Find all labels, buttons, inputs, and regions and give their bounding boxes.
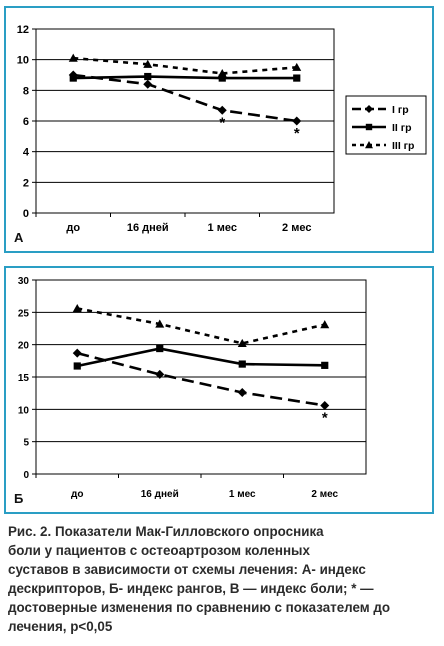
data-point (218, 74, 226, 82)
chart-panel-a: 0 2 4 6 8 10 12 до 16 дней 1 мес 2 мес * * I гр II гр I… (4, 6, 434, 253)
y-tick-label: 10 (18, 405, 30, 416)
caption-line: лечения, p<0,05 (8, 619, 113, 634)
chart-a: 0 2 4 6 8 10 12 до 16 дней 1 мес 2 мес * * I гр II гр I… (17, 24, 427, 234)
data-point (73, 362, 81, 370)
x-tick-label: до (66, 222, 80, 234)
y-tick-label: 2 (23, 177, 29, 189)
data-point (293, 74, 301, 82)
y-tick-label: 15 (18, 373, 30, 384)
data-point (217, 68, 227, 78)
x-tick-label: до (71, 489, 83, 500)
series-line (77, 307, 326, 345)
x-tick-label: 1 мес (229, 489, 256, 500)
data-point (72, 348, 82, 358)
data-point (321, 361, 329, 369)
data-point (156, 344, 164, 353)
data-point (143, 79, 153, 89)
data-point (217, 105, 227, 115)
significance-marker: * (294, 125, 300, 142)
legend-marker (365, 105, 373, 113)
panel-letter-a: А (14, 230, 24, 245)
data-point (292, 116, 302, 126)
caption-line: дескрипторов, Б- индекс рангов, В — инде… (8, 581, 374, 596)
caption-line: боли у пациентов с остеоартрозом коленны… (8, 543, 310, 558)
x-tick-label: 2 мес (282, 222, 311, 234)
figure-caption: Рис. 2. Показатели Мак-Гилловского опрос… (8, 522, 438, 636)
data-point (320, 320, 330, 329)
chart-b: 0 5 10 15 20 25 30 до 16 дней 1 мес 2 мес * (18, 276, 367, 500)
caption-line: достоверные изменения по сравнению с пок… (8, 600, 391, 615)
chart-panel-b: 0 5 10 15 20 25 30 до 16 дней 1 мес 2 мес * Б (4, 266, 434, 514)
data-point (155, 319, 165, 328)
y-tick-label: 30 (18, 276, 30, 287)
y-tick-label: 5 (23, 438, 29, 449)
y-tick-label: 25 (18, 308, 30, 319)
caption-line: Рис. 2. Показатели Мак-Гилловского опрос… (8, 524, 324, 539)
legend-label: II гр (392, 122, 412, 134)
significance-marker: * (219, 114, 225, 131)
y-tick-label: 20 (18, 341, 30, 352)
series-line (76, 351, 325, 407)
y-tick-label: 0 (23, 208, 29, 220)
caption-line: суставов в зависимости от схемы лечения:… (8, 562, 366, 577)
legend-label: I гр (392, 104, 409, 116)
y-tick-label: 4 (23, 147, 30, 159)
x-tick-label: 16 дней (141, 489, 179, 500)
x-tick-label: 1 мес (208, 222, 237, 234)
data-point (69, 74, 77, 82)
series-line (73, 73, 297, 123)
data-point (68, 53, 78, 62)
x-tick-label: 2 мес (311, 489, 338, 500)
y-tick-label: 0 (23, 470, 29, 481)
data-point (144, 72, 152, 81)
legend-marker (365, 141, 373, 149)
panel-letter-b: Б (14, 491, 24, 506)
x-tick-label: 16 дней (127, 222, 169, 234)
series-line (73, 56, 297, 75)
legend-label: III гр (392, 140, 414, 152)
data-point (320, 400, 330, 410)
data-point (237, 338, 247, 347)
data-point (155, 369, 165, 379)
series-line (73, 75, 297, 80)
significance-marker: * (322, 409, 328, 426)
y-tick-label: 6 (23, 116, 29, 128)
legend-marker (365, 123, 373, 131)
data-point (72, 303, 82, 313)
y-tick-label: 12 (17, 24, 29, 36)
data-point (143, 59, 153, 68)
y-tick-label: 10 (17, 55, 29, 67)
data-point (238, 360, 246, 368)
series-line (76, 347, 325, 368)
data-point (292, 62, 302, 71)
y-tick-label: 8 (23, 85, 29, 97)
